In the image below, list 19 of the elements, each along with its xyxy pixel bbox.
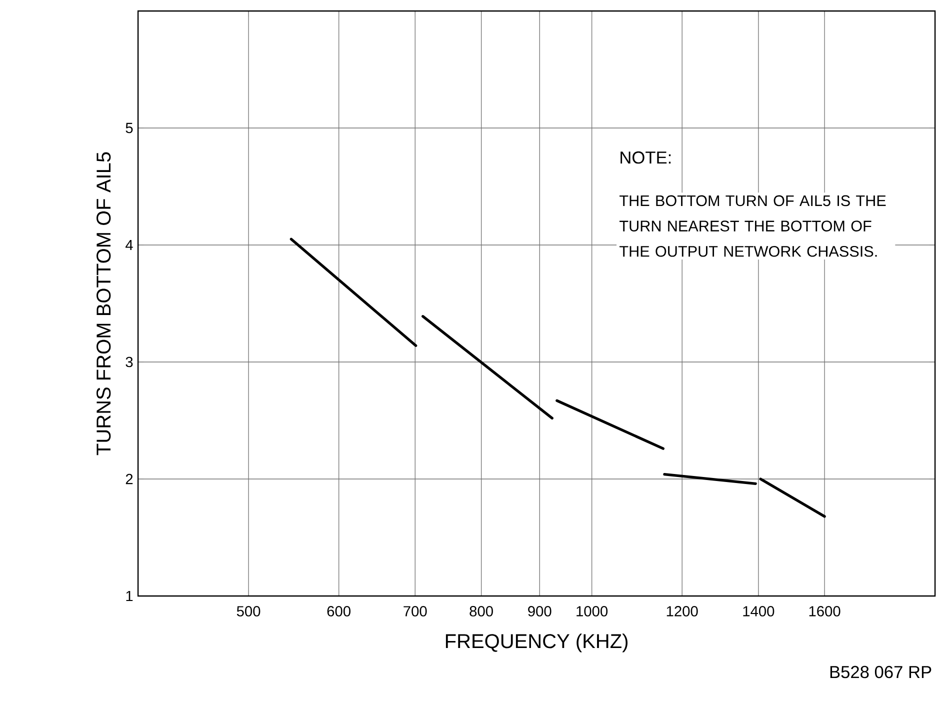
y-tick-label: 1 [126, 590, 133, 602]
y-tick-label: 5 [126, 122, 133, 134]
x-tick-label: 800 [470, 606, 493, 616]
y-tick-label: 3 [126, 356, 133, 368]
x-axis-title: FREQUENCY (KHZ) [446, 634, 628, 652]
x-tick-label: 1000 [576, 606, 608, 616]
y-tick-label: 4 [126, 240, 133, 250]
y-axis-title: TURNS FROM BOTTOM OF AIL5 [96, 152, 111, 456]
text: B528 067 RP [830, 666, 932, 678]
x-tick-label: 1600 [809, 606, 840, 616]
x-tick-label: 900 [528, 606, 552, 616]
x-tick-label: 500 [236, 606, 260, 616]
annotation: NOTE: [620, 151, 671, 164]
x-tick-label: 600 [327, 606, 350, 616]
x-tick-label: 700 [404, 606, 427, 616]
annotation: THE BOTTOM TURN OF AIL5 IS THE TURN NEAREST THE BOTTOM OF THE OUTPUT NETWORK CHASSIS. [620, 195, 886, 257]
y-tick-label: 2 [126, 474, 133, 484]
x-tick-label: 1400 [743, 606, 774, 616]
x-tick-label: 1200 [666, 606, 698, 616]
